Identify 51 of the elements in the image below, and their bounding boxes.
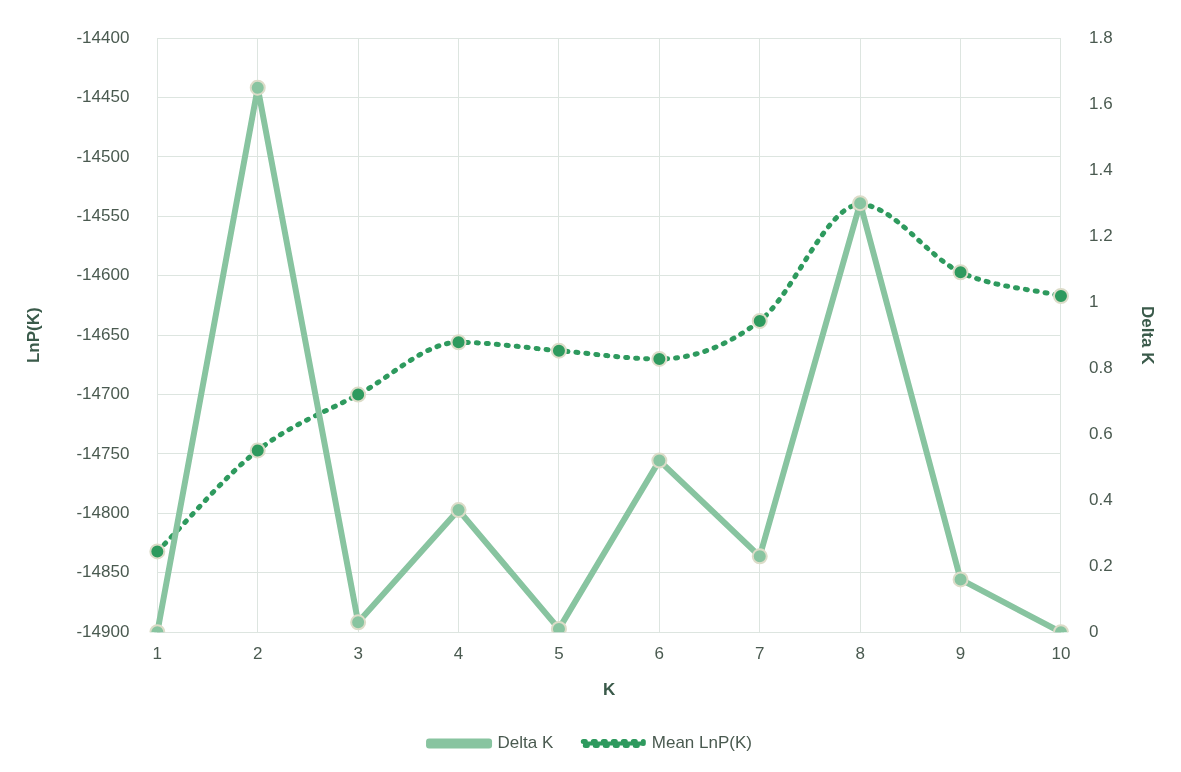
y-axis-title: LnP(K): [23, 307, 43, 364]
x-axis-title: K: [603, 680, 617, 700]
y2-tick-label: 1.6: [1088, 93, 1113, 113]
y-tick-label: -14650: [76, 324, 130, 344]
y-tick-label: -14500: [76, 146, 130, 166]
point: [751, 548, 768, 565]
point: [651, 452, 668, 469]
point: [952, 571, 969, 588]
point: [952, 264, 969, 281]
y2-tick-label: 0: [1088, 621, 1099, 641]
y2-tick-label: 1.8: [1088, 27, 1113, 47]
x-tick-label: 10: [1051, 644, 1071, 664]
point: [751, 312, 768, 329]
point: [651, 350, 668, 367]
x-tick-label: 5: [554, 644, 564, 664]
y-tick-label: -14550: [76, 206, 130, 226]
point: [249, 79, 266, 96]
x-tick-label: 8: [855, 644, 865, 664]
point: [350, 614, 367, 631]
y2-tick-label: 0.4: [1088, 489, 1113, 509]
x-tick-label: 1: [152, 644, 163, 664]
y-tick-label: -14450: [76, 87, 130, 107]
point: [450, 502, 467, 519]
y-tick-label: -14750: [76, 443, 130, 463]
x-tick-label: 7: [755, 644, 765, 664]
point: [550, 342, 567, 359]
point: [149, 543, 166, 560]
x-tick-label: 4: [453, 644, 464, 664]
y-tick-label: -14600: [76, 265, 130, 285]
point: [249, 442, 266, 459]
y-tick-label: -14850: [76, 562, 130, 582]
point: [350, 386, 367, 403]
y2-tick-label: 0.2: [1088, 555, 1113, 575]
y-tick-label: -14800: [76, 503, 130, 523]
y2-tick-label: 1: [1088, 291, 1099, 311]
y-tick-label: -14400: [76, 27, 130, 47]
y-tick-label: -14900: [76, 621, 130, 641]
point: [1052, 288, 1069, 304]
y-tick-label: -14700: [76, 384, 130, 404]
x-tick-label: 2: [253, 644, 263, 664]
legend-label: Mean LnP(K): [651, 733, 752, 753]
x-tick-label: 3: [353, 644, 363, 664]
y2-tick-label: 0.6: [1088, 423, 1113, 443]
y2-tick-label: 0.8: [1088, 357, 1113, 377]
y2-tick-label: 1.4: [1088, 159, 1113, 179]
legend-label: Delta K: [497, 733, 554, 753]
point: [450, 334, 467, 351]
y2-tick-label: 1.2: [1088, 225, 1113, 245]
x-tick-label: 9: [955, 644, 966, 664]
y2-axis-title: Delta K: [1138, 305, 1158, 366]
x-tick-label: 6: [654, 644, 665, 664]
